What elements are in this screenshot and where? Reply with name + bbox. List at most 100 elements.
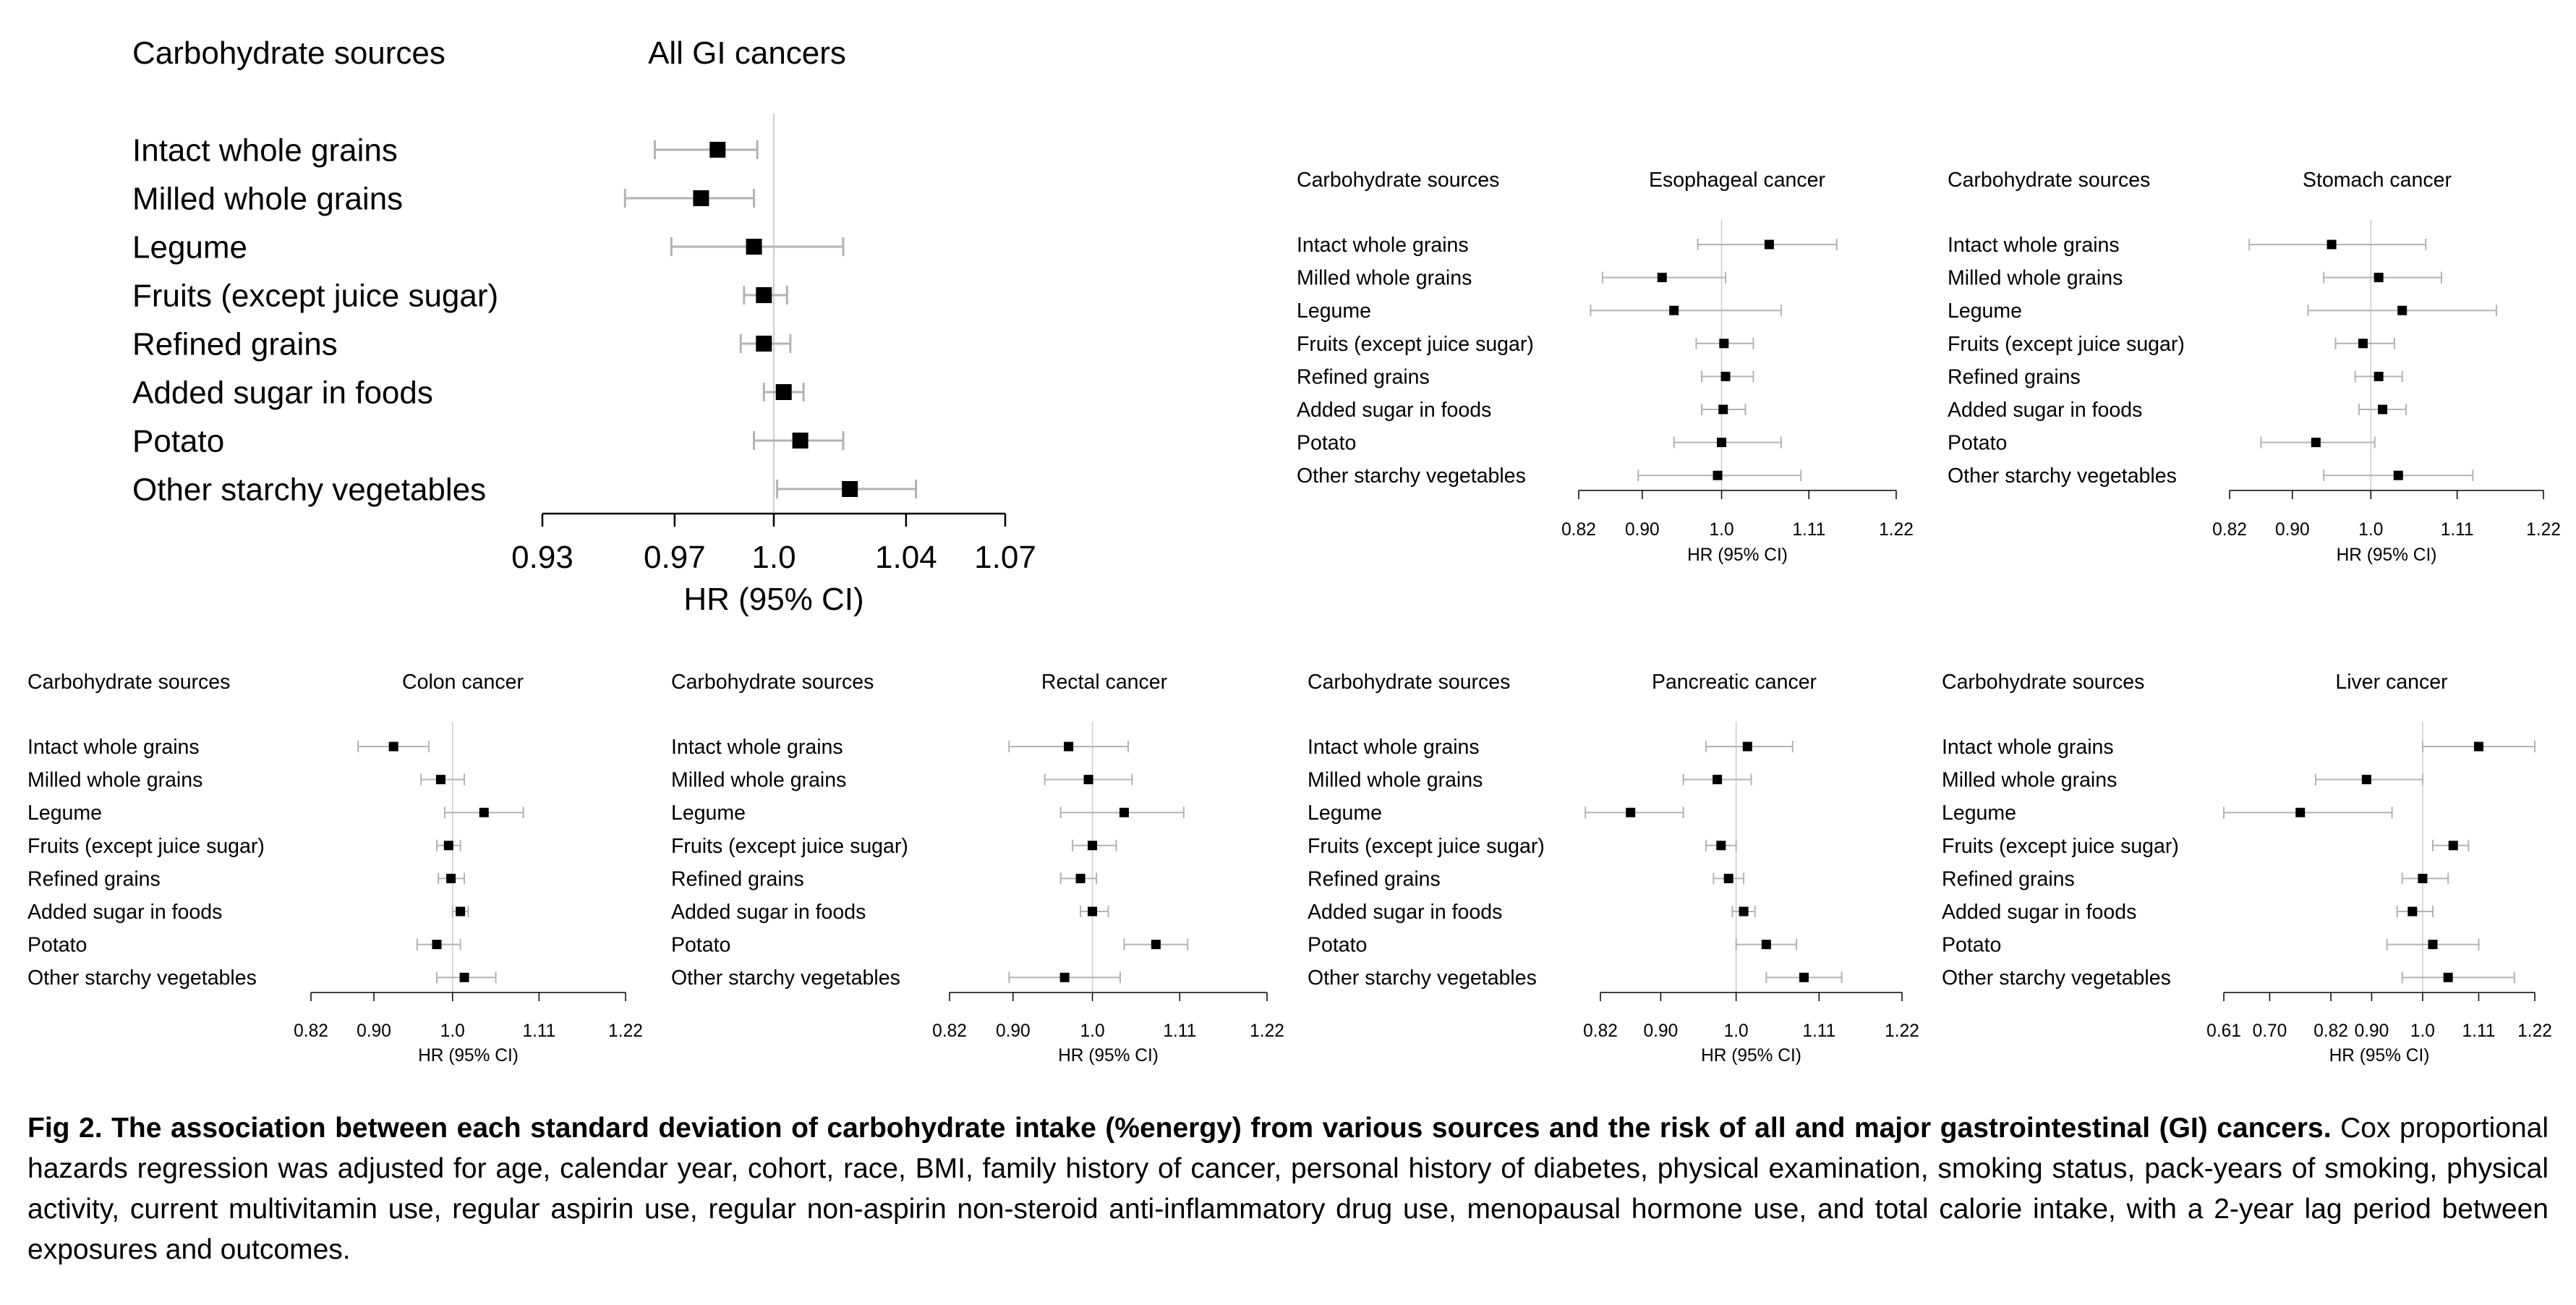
- hr-marker: [792, 433, 809, 449]
- row-label: Refined grains: [1308, 867, 1441, 890]
- row-label: Potato: [27, 934, 87, 957]
- row-label: Other starchy vegetables: [1942, 966, 2171, 990]
- row-label: Potato: [1942, 934, 2001, 957]
- hr-marker: [459, 972, 469, 982]
- forest-panel-5: Carbohydrate sources Rectal cancer Intact …: [671, 671, 1284, 1066]
- hr-marker: [693, 190, 709, 206]
- row-label: Intact whole grains: [1308, 736, 1480, 759]
- hr-marker: [1720, 371, 1731, 381]
- hr-marker: [1083, 775, 1093, 785]
- row-label: Intact whole grains: [671, 736, 843, 759]
- x-axis-label: HR (95% CI): [683, 582, 863, 617]
- hr-marker: [2326, 239, 2337, 250]
- x-tick-label: 0.82: [294, 1021, 328, 1041]
- x-tick-label: 1.0: [1080, 1021, 1105, 1041]
- row-header: Carbohydrate sources: [671, 671, 874, 694]
- row-label: Added sugar in foods: [1948, 399, 2142, 422]
- row-label: Added sugar in foods: [1297, 399, 1491, 422]
- hr-marker: [1742, 741, 1752, 752]
- hr-marker: [2473, 741, 2483, 752]
- row-label: Refined grains: [27, 867, 161, 890]
- row-label: Refined grains: [1297, 365, 1430, 388]
- hr-marker: [1764, 239, 1774, 250]
- hr-marker: [2448, 841, 2458, 851]
- figure-panels: Carbohydrate sources All GI cancers Intact…: [27, 35, 2561, 1066]
- hr-marker: [432, 940, 442, 950]
- hr-marker: [1713, 470, 1723, 480]
- x-tick-label: 1.11: [2462, 1021, 2496, 1041]
- x-tick-label: 1.11: [1802, 1021, 1835, 1041]
- row-label: Intact whole grains: [27, 736, 200, 759]
- row-label: Refined grains: [132, 326, 338, 362]
- hr-marker: [435, 775, 445, 785]
- forest-panel-7: Carbohydrate sources Liver cancer Intact w…: [1942, 671, 2552, 1066]
- panel-title: Colon cancer: [402, 671, 524, 694]
- x-tick-label: 1.0: [1724, 1021, 1749, 1041]
- forest-panel-2: Carbohydrate sources Esophageal cancer Int…: [1297, 169, 1914, 565]
- caption-text: Cox proportional hazards regression was …: [27, 1113, 2549, 1265]
- row-label: Fruits (except juice sugar): [671, 835, 908, 858]
- row-label: Legume: [132, 229, 247, 265]
- row-label: Milled whole grains: [1948, 267, 2123, 290]
- row-header: Carbohydrate sources: [1948, 169, 2150, 192]
- hr-marker: [479, 807, 489, 817]
- row-label: Potato: [132, 423, 224, 459]
- x-tick-label: 1.07: [974, 540, 1036, 575]
- panel-title: Stomach cancer: [2303, 169, 2452, 192]
- hr-marker: [1064, 741, 1074, 752]
- x-tick-label: 0.61: [2206, 1021, 2241, 1041]
- row-label: Other starchy vegetables: [671, 966, 900, 990]
- x-tick-label: 1.0: [751, 540, 796, 575]
- hr-marker: [2374, 371, 2384, 381]
- x-tick-label: 1.22: [1879, 520, 1914, 540]
- row-header: Carbohydrate sources: [1297, 169, 1499, 192]
- x-axis-label: HR (95% CI): [1058, 1046, 1159, 1066]
- hr-marker: [1075, 873, 1086, 883]
- row-label: Intact whole grains: [1297, 234, 1469, 257]
- x-tick-label: 1.0: [2358, 520, 2383, 540]
- x-tick-label: 0.90: [1625, 520, 1660, 540]
- row-label: Fruits (except juice sugar): [132, 278, 498, 313]
- x-tick-label: 0.90: [996, 1021, 1031, 1041]
- row-label: Refined grains: [1942, 867, 2075, 890]
- row-label: Other starchy vegetables: [1948, 464, 2177, 488]
- hr-marker: [1739, 906, 1749, 917]
- forest-panel-1: Carbohydrate sources All GI cancers Intact…: [132, 35, 1036, 617]
- row-label: Potato: [671, 934, 730, 957]
- row-label: Added sugar in foods: [1308, 901, 1502, 924]
- x-tick-label: 1.22: [608, 1021, 643, 1041]
- x-tick-label: 0.70: [2253, 1021, 2287, 1041]
- hr-marker: [2358, 339, 2368, 349]
- x-tick-label: 0.90: [357, 1021, 391, 1041]
- x-tick-label: 1.0: [2410, 1021, 2435, 1041]
- row-label: Milled whole grains: [27, 769, 202, 792]
- x-tick-label: 1.11: [1163, 1021, 1196, 1041]
- row-label: Fruits (except juice sugar): [27, 835, 265, 858]
- x-axis-label: HR (95% CI): [2329, 1046, 2430, 1066]
- row-label: Intact whole grains: [1942, 736, 2114, 759]
- x-tick-label: 0.90: [2355, 1021, 2389, 1041]
- hr-marker: [2378, 404, 2388, 415]
- x-tick-label: 0.82: [932, 1021, 967, 1041]
- row-label: Legume: [27, 802, 102, 825]
- hr-marker: [1716, 841, 1726, 851]
- hr-marker: [1799, 972, 1809, 982]
- hr-marker: [2428, 940, 2438, 950]
- row-label: Refined grains: [1948, 365, 2081, 388]
- row-header: Carbohydrate sources: [27, 671, 230, 694]
- hr-marker: [1718, 404, 1728, 415]
- hr-marker: [756, 287, 772, 303]
- x-tick-label: 1.0: [1710, 520, 1734, 540]
- x-tick-label: 1.11: [2441, 520, 2474, 540]
- hr-marker: [1119, 807, 1129, 817]
- x-tick-label: 0.93: [511, 540, 573, 575]
- hr-marker: [2407, 906, 2418, 917]
- hr-marker: [1719, 339, 1729, 349]
- row-label: Added sugar in foods: [671, 901, 866, 924]
- panel-title: Liver cancer: [2335, 671, 2448, 694]
- row-header: Carbohydrate sources: [132, 35, 445, 71]
- row-label: Fruits (except juice sugar): [1942, 835, 2179, 858]
- panel-title: All GI cancers: [648, 35, 846, 71]
- x-tick-label: 0.90: [2275, 520, 2310, 540]
- hr-marker: [443, 841, 453, 851]
